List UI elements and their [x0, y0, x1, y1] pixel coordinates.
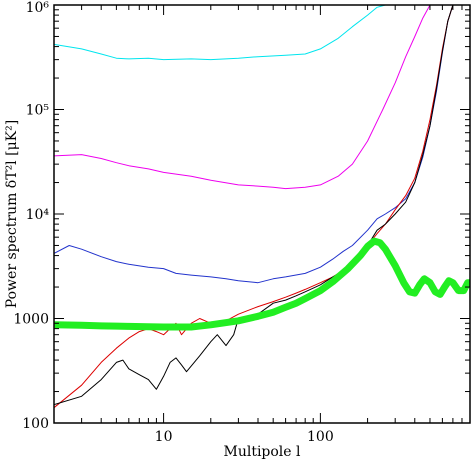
series-line-6 [54, 237, 470, 331]
y-tick-label: 10⁶ [26, 0, 50, 16]
y-tick-label: 10⁴ [26, 207, 50, 223]
series-line-2 [54, 5, 431, 190]
series-group [54, 5, 470, 409]
series-line-1 [54, 5, 386, 61]
plot-background [54, 5, 470, 423]
y-tick-label: 1000 [13, 312, 49, 328]
x-axis-label: Multipole l [223, 444, 301, 460]
y-axis-label: Power spectrum δT²l [μK²] [4, 120, 20, 308]
ticks-group [53, 4, 471, 424]
y-tick-label: 100 [22, 416, 49, 432]
y-tick-label: 10⁵ [26, 103, 50, 119]
x-tick-label: 10 [155, 429, 173, 445]
tick-labels-group: 10 100 100 1000 10⁴ 10⁵ 10⁶ [13, 0, 333, 445]
x-tick-label: 100 [307, 429, 334, 445]
